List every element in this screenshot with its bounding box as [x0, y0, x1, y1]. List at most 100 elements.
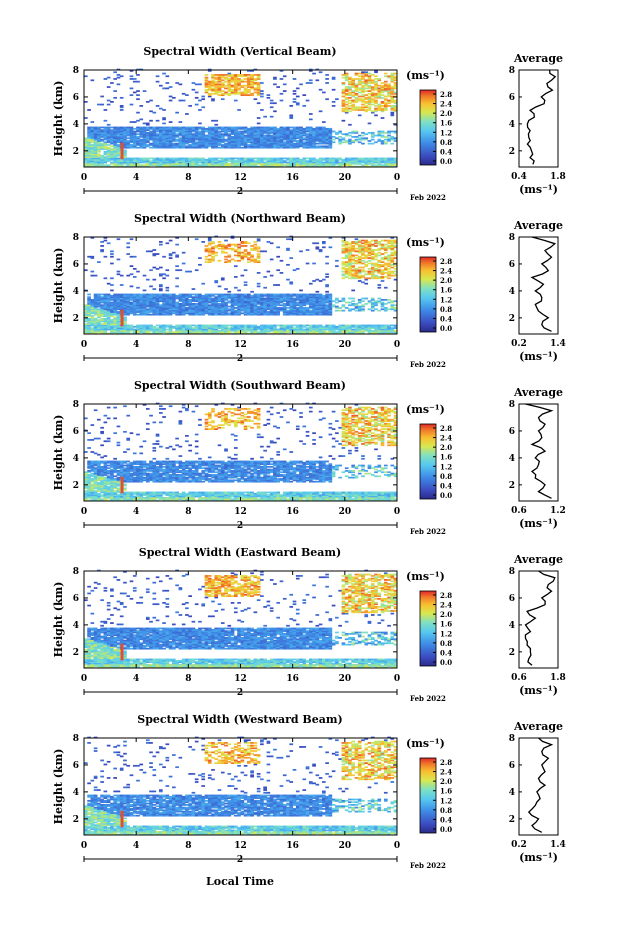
- heatmap-cell: [237, 131, 241, 134]
- heatmap-cell: [256, 313, 261, 316]
- heatmap-cell: [90, 150, 95, 153]
- heatmap-cell: [224, 145, 228, 148]
- heatmap-cell: [233, 92, 238, 95]
- heatmap-cell: [204, 297, 209, 300]
- heatmap-cell: [344, 327, 349, 330]
- heatmap-cell: [224, 158, 228, 161]
- heatmap-cell: [325, 98, 329, 101]
- heatmap-cell: [354, 277, 359, 280]
- heatmap-cell: [224, 142, 228, 145]
- heatmap-cell: [269, 140, 274, 142]
- heatmap-cell: [145, 278, 150, 281]
- heatmap-cell: [312, 158, 316, 161]
- heatmap-cell: [253, 300, 258, 303]
- heatmap-cell: [204, 76, 209, 79]
- heatmap-cell: [289, 238, 294, 241]
- heatmap-cell: [328, 158, 333, 161]
- heatmap-cell: [214, 131, 219, 134]
- heatmap-cell: [286, 296, 290, 299]
- heatmap-cell: [383, 164, 388, 167]
- heatmap-cell: [374, 100, 378, 103]
- heatmap-cell: [335, 265, 339, 268]
- heatmap-cell: [341, 164, 346, 167]
- heatmap-cell: [211, 80, 215, 83]
- heatmap-cell: [155, 126, 160, 129]
- heatmap-cell: [188, 126, 192, 129]
- heatmap-cell: [331, 76, 336, 79]
- heatmap-cell: [90, 298, 95, 301]
- heatmap-cell: [211, 145, 215, 148]
- heatmap-cell: [110, 131, 114, 134]
- heatmap-cell: [97, 145, 101, 148]
- heatmap-cell: [227, 84, 232, 87]
- heatmap-cell: [198, 138, 202, 141]
- heatmap-cell: [286, 293, 290, 296]
- heatmap-cell: [181, 331, 186, 334]
- heatmap-cell: [172, 298, 176, 301]
- heatmap-cell: [266, 305, 271, 308]
- heatmap-cell: [299, 297, 303, 300]
- heatmap-cell: [123, 293, 127, 296]
- heatmap-cell: [139, 311, 144, 313]
- heatmap-cell: [233, 259, 238, 262]
- heatmap-cell: [100, 140, 104, 142]
- heatmap-cell: [113, 146, 117, 149]
- heatmap-cell: [240, 331, 245, 334]
- heatmap-cell: [256, 145, 261, 148]
- heatmap-cell: [374, 107, 378, 110]
- heatmap-cell: [84, 304, 88, 307]
- heatmap-cell: [227, 78, 232, 80]
- heatmap-cell: [351, 162, 356, 165]
- heatmap-cell: [325, 327, 329, 330]
- heatmap-cell: [260, 142, 264, 145]
- heatmap-cell: [204, 301, 209, 304]
- heatmap-cell: [256, 83, 261, 86]
- heatmap-cell: [286, 131, 290, 134]
- heatmap-cell: [247, 84, 251, 87]
- heatmap-cell: [178, 121, 183, 123]
- heatmap-cell: [233, 84, 238, 87]
- heatmap-cell: [93, 150, 98, 153]
- heatmap-cell: [354, 107, 359, 110]
- heatmap-cell: [357, 300, 362, 303]
- heatmap-cell: [230, 158, 235, 161]
- heatmap-cell: [93, 126, 98, 129]
- heatmap-cell: [224, 92, 228, 95]
- heatmap-cell: [201, 294, 206, 297]
- heatmap-cell: [93, 305, 98, 308]
- heatmap-cell: [233, 157, 238, 160]
- heatmap-cell: [276, 142, 281, 145]
- heatmap-cell: [237, 140, 241, 142]
- heatmap-cell: [84, 154, 88, 157]
- heatmap-cell: [129, 307, 134, 309]
- heatmap-cell: [361, 98, 365, 101]
- heatmap-cell: [295, 311, 300, 313]
- heatmap-cell: [224, 328, 228, 331]
- heatmap-cell: [90, 327, 95, 330]
- heatmap-cell: [185, 294, 189, 297]
- heatmap-cell: [155, 105, 160, 107]
- heatmap-cell: [129, 296, 134, 299]
- heatmap-cell: [194, 309, 199, 312]
- heatmap-cell: [227, 87, 232, 90]
- heatmap-cell: [106, 312, 111, 315]
- heatmap-cell: [233, 130, 238, 133]
- heatmap-cell: [289, 145, 294, 148]
- heatmap-cell: [123, 301, 127, 304]
- heatmap-cell: [269, 293, 274, 296]
- heatmap-cell: [224, 133, 228, 136]
- heatmap-cell: [113, 301, 117, 304]
- heatmap-cell: [217, 293, 222, 296]
- heatmap-cell: [256, 129, 261, 132]
- heatmap-cell: [191, 296, 196, 299]
- heatmap-cell: [116, 301, 121, 304]
- heatmap-cell: [106, 294, 111, 297]
- heatmap-cell: [237, 297, 241, 300]
- heatmap-cell: [113, 317, 117, 320]
- heatmap-cell: [315, 146, 320, 149]
- heatmap-cell: [172, 133, 176, 136]
- heatmap-cell: [194, 161, 199, 164]
- heatmap-cell: [312, 145, 316, 148]
- heatmap-cell: [240, 134, 245, 137]
- heatmap-cell: [139, 161, 144, 164]
